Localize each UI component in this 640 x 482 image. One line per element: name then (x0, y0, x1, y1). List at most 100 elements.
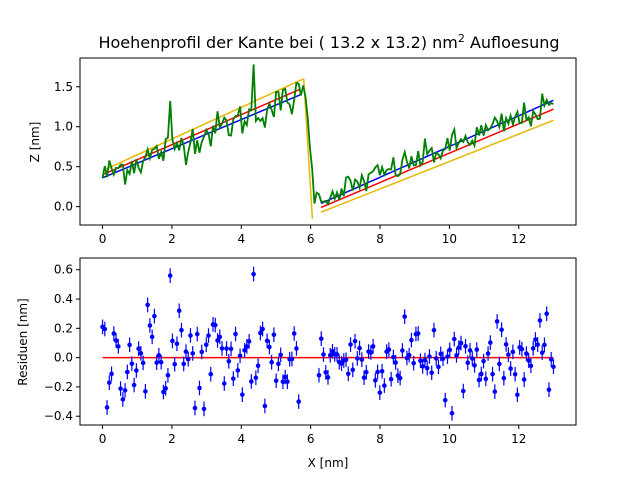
residual-point (551, 364, 556, 370)
residual-point (321, 352, 326, 357)
bottom-x-tick-label: 12 (511, 432, 526, 446)
bottom-y-tick-label: −0.2 (44, 380, 73, 394)
bottom-y-tick-label: 0.4 (54, 292, 73, 306)
residual-point (375, 369, 380, 375)
residual-point (488, 340, 493, 345)
residual-point (355, 356, 360, 361)
residual-point (526, 358, 531, 363)
residual-point (242, 347, 247, 353)
residual-point (219, 346, 225, 351)
residual-point (497, 361, 502, 367)
residual-point (479, 371, 484, 377)
residual-point (244, 344, 250, 349)
residual-point (357, 345, 362, 351)
residual-point (179, 327, 184, 333)
residual-point (194, 331, 200, 337)
residual-point (181, 361, 187, 367)
residual-point (406, 352, 412, 358)
residual-point (107, 380, 112, 385)
residual-point (456, 345, 462, 350)
residual-point (485, 351, 491, 356)
fit-line-segment (320, 119, 554, 213)
residual-point (510, 349, 516, 355)
top-x-tick-label: 10 (442, 232, 457, 246)
top-x-tick-label: 6 (307, 232, 315, 246)
residual-point (185, 356, 191, 362)
residual-point (429, 370, 435, 376)
residual-point (163, 386, 168, 391)
residual-point (206, 333, 211, 338)
residual-point (447, 347, 453, 353)
bottom-x-tick-label: 6 (307, 432, 315, 446)
residual-point (109, 371, 114, 377)
residual-point (152, 313, 157, 319)
residual-point (167, 273, 173, 278)
residual-point (537, 318, 543, 323)
residual-point (359, 357, 365, 362)
residual-point (352, 338, 358, 344)
residual-point (129, 361, 135, 366)
residual-point (465, 360, 471, 366)
residual-point (422, 357, 428, 363)
residual-point (215, 338, 220, 343)
residual-point (174, 341, 180, 347)
residual-point (548, 357, 554, 362)
residual-point (424, 365, 430, 371)
residual-point (228, 346, 234, 352)
residual-point (199, 349, 205, 355)
residual-point (170, 338, 175, 344)
residual-point (316, 372, 322, 378)
residual-point (420, 364, 425, 369)
residual-point (285, 379, 290, 384)
residual-point (334, 352, 340, 357)
residual-point (379, 368, 385, 374)
residual-point (451, 336, 457, 342)
residual-point (276, 361, 281, 367)
top-x-tick-label: 8 (376, 232, 384, 246)
residual-point (411, 360, 416, 366)
bottom-y-axis-label: Residuen [nm] (16, 298, 30, 385)
residual-point (226, 359, 232, 364)
top-x-tick-label: 0 (99, 232, 107, 246)
residual-point (519, 346, 525, 352)
residual-point (161, 389, 166, 395)
residual-point (271, 332, 277, 338)
residual-point (490, 371, 495, 377)
residual-point (165, 372, 171, 378)
residual-point (415, 331, 421, 336)
residual-point (258, 330, 263, 336)
residual-point (143, 389, 148, 394)
residual-point (235, 368, 241, 373)
residual-point (460, 388, 466, 394)
residual-point (469, 356, 475, 361)
residual-point (113, 338, 119, 343)
residual-point (472, 363, 477, 368)
residual-point (418, 358, 423, 363)
residual-point (539, 350, 545, 356)
top-x-tick-label: 4 (237, 232, 245, 246)
residual-point (233, 331, 238, 337)
residual-point (436, 364, 441, 370)
residual-point (325, 375, 331, 380)
residual-point (264, 338, 270, 344)
title-superscript: 2 (458, 32, 465, 45)
residual-point (102, 326, 108, 332)
residual-point (400, 348, 405, 353)
residual-point (345, 371, 351, 377)
residual-point (296, 399, 301, 404)
top-x-tick-label: 2 (168, 232, 176, 246)
residual-point (467, 348, 473, 353)
title-suffix: Aufloesung (465, 33, 560, 52)
residual-point (190, 351, 196, 356)
residual-point (212, 322, 218, 328)
residual-point (542, 342, 547, 348)
residual-point (438, 351, 444, 357)
residual-point (255, 363, 261, 369)
residual-point (492, 389, 498, 394)
residual-point (433, 356, 439, 361)
residual-point (361, 375, 367, 380)
residual-point (111, 331, 117, 336)
residual-point (393, 360, 398, 365)
residual-point (370, 344, 376, 349)
